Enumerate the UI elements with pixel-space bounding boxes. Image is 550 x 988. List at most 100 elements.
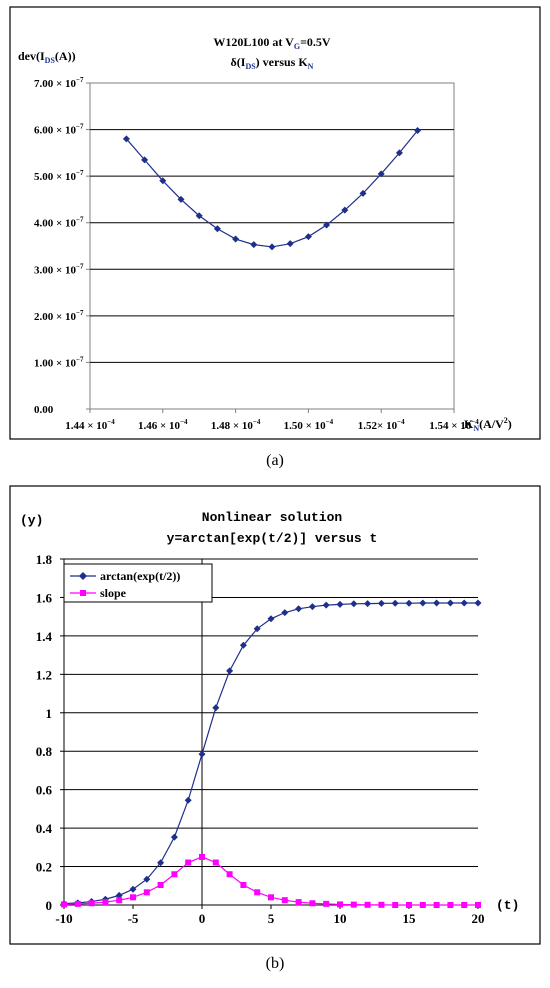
data-point-arctan: [308, 603, 316, 611]
data-point-arctan: [212, 704, 220, 712]
data-point-slope: [226, 871, 233, 878]
data-point-slope: [433, 902, 440, 908]
x-tick-label: 20: [472, 911, 485, 926]
data-point: [232, 235, 240, 243]
y-tick-label: 0.6: [36, 783, 53, 798]
chart-a-subtitle: δ(IDS) versus KN: [231, 55, 314, 71]
chart-a: W120L100 at VG=0.5V δ(IDS) versus KN dev…: [9, 6, 541, 440]
x-tick-label: 10: [334, 911, 347, 926]
chart-b-frame: [9, 485, 541, 945]
chart-b-series: [60, 599, 482, 908]
data-point-slope: [295, 899, 302, 906]
x-tick-label: 15: [403, 911, 417, 926]
data-point-slope: [461, 902, 468, 908]
data-point-slope: [130, 894, 136, 901]
data-point-slope: [447, 902, 454, 908]
panel-a: W120L100 at VG=0.5V δ(IDS) versus KN dev…: [0, 0, 550, 484]
x-tick-label: 1.48 × 10−4: [211, 418, 261, 432]
chart-b-y-tick-labels: 0 0.2 0.4 0.6 0.8 1 1.2 1.4 1.6 1.8: [36, 552, 53, 913]
data-point-slope: [88, 900, 95, 907]
chart-a-y-tick-labels: 0.00 1.00 × 10−7 2.00 × 10−7 3.00 × 10−7 4.0…: [34, 76, 84, 416]
panel-b: Nonlinear solution y=arctan[exp(t/2)] ve…: [0, 484, 550, 983]
data-point-slope: [74, 900, 81, 907]
x-tick-label: 0: [199, 911, 206, 926]
y-tick-label: 0.4: [36, 821, 53, 836]
chart-a-series: [122, 127, 422, 251]
chart-b: Nonlinear solution y=arctan[exp(t/2)] ve…: [9, 485, 541, 945]
panel-b-label: (b): [265, 955, 285, 972]
chart-a-title: W120L100 at VG=0.5V: [213, 35, 331, 51]
chart-a-x-tick-labels: 1.44 × 10−4 1.46 × 10−4 1.48 × 10−4 1.50 × …: [65, 418, 479, 432]
data-point-slope: [337, 901, 343, 908]
data-point-arctan: [170, 833, 178, 841]
x-tick-label: 1.54 × 10−4: [429, 418, 479, 432]
data-point-arctan: [419, 599, 427, 607]
data-point-slope: [254, 889, 261, 896]
data-point-slope: [392, 902, 399, 908]
y-tick-label: 1.4: [36, 629, 53, 644]
y-tick-label: 2.00 × 10−7: [34, 309, 84, 323]
data-point: [195, 212, 203, 220]
data-point-arctan: [295, 605, 303, 613]
x-tick-label: 5: [268, 911, 275, 926]
legend-label-arctan: arctan(exp(t/2)): [100, 569, 180, 583]
data-point: [159, 177, 167, 185]
data-point-arctan: [460, 599, 468, 607]
data-point-slope: [378, 901, 385, 908]
data-point-slope: [157, 882, 164, 889]
data-point-arctan: [377, 599, 385, 607]
data-point: [250, 241, 258, 249]
data-point-slope: [240, 882, 247, 889]
data-point-slope: [475, 902, 481, 908]
data-point-slope: [323, 900, 330, 907]
data-point-slope: [116, 897, 123, 904]
x-tick-label: 1.50 × 10−4: [284, 418, 334, 432]
data-point-arctan: [253, 625, 261, 633]
y-tick-label: 0.2: [36, 860, 52, 875]
data-point-arctan: [364, 600, 372, 608]
data-point-slope: [350, 901, 357, 908]
data-point-arctan: [198, 750, 206, 758]
data-point: [141, 156, 149, 164]
data-point: [395, 149, 403, 157]
chart-b-xlabel: (t): [496, 898, 519, 913]
chart-b-legend: arctan(exp(t/2)) slope: [63, 563, 213, 603]
y-tick-label: 3.00 × 10−7: [34, 262, 84, 276]
data-point-slope: [143, 889, 150, 896]
data-point-arctan: [322, 601, 330, 609]
chart-a-xlabel: KN(A/V2): [464, 416, 512, 433]
data-point-slope: [364, 901, 371, 908]
x-tick-label: 1.46 × 10−4: [138, 418, 188, 432]
y-tick-label: 0.8: [36, 744, 53, 759]
y-tick-label: 6.00 × 10−7: [34, 123, 84, 137]
y-tick-label: 5.00 × 10−7: [34, 169, 84, 183]
y-tick-label: 1.6: [36, 590, 53, 605]
y-tick-label: 4.00 × 10−7: [34, 216, 84, 230]
chart-b-title: Nonlinear solution: [202, 510, 343, 525]
data-point: [268, 243, 276, 251]
data-point: [414, 127, 422, 135]
data-point: [359, 189, 367, 197]
data-point-slope: [61, 901, 67, 908]
data-point: [213, 225, 221, 233]
data-point-slope: [281, 897, 288, 904]
data-point-arctan: [184, 796, 192, 804]
data-point: [323, 221, 331, 229]
data-point-arctan: [350, 600, 358, 608]
x-tick-label: 1.44 × 10−4: [65, 418, 115, 432]
data-point-slope: [309, 900, 316, 907]
data-point: [122, 135, 130, 143]
legend-marker-arctan: [79, 572, 87, 580]
data-point-slope: [102, 899, 109, 906]
data-point-slope: [199, 853, 205, 860]
data-point-arctan: [446, 599, 454, 607]
chart-a-gridlines: [86, 82, 455, 413]
chart-b-ylabel: (y): [20, 513, 43, 528]
data-point-arctan: [226, 667, 234, 675]
data-point-slope: [406, 902, 412, 908]
panel-a-label: (a): [266, 452, 284, 469]
data-point-arctan: [157, 859, 165, 867]
y-tick-label: 1.2: [36, 667, 52, 682]
data-point-slope: [185, 859, 192, 866]
data-point-arctan: [405, 599, 413, 607]
